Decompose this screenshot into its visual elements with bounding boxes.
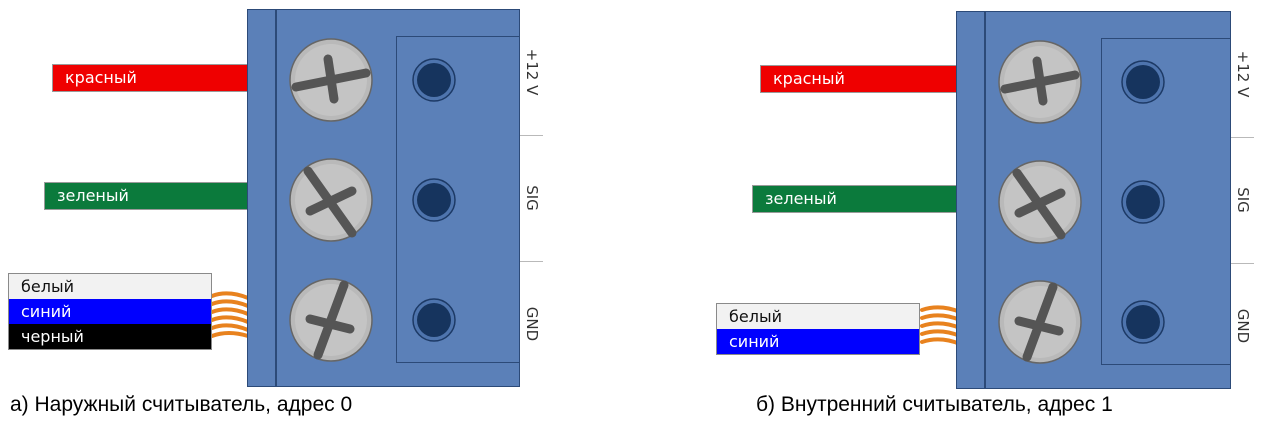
- twisted-wire-coil: [210, 291, 250, 338]
- terminal-hole-icon: [1121, 300, 1165, 344]
- gnd-wire-bundle: белый синий: [716, 303, 920, 355]
- terminal-divider: [275, 10, 277, 386]
- red-wire-label: красный: [760, 65, 966, 93]
- terminal-divider: [984, 12, 986, 388]
- diagram-b: красный зеленый белый синий: [706, 0, 1263, 421]
- blue-wire-label: синий: [9, 299, 211, 324]
- label-12v: +12 V: [1231, 11, 1254, 138]
- white-wire-label: белый: [9, 274, 211, 299]
- red-wire-label: красный: [52, 64, 252, 92]
- terminal-block: [247, 9, 522, 387]
- green-wire-label: зеленый: [44, 182, 252, 210]
- label-12v-text: +12 V: [1233, 50, 1252, 98]
- label-12v: +12 V: [520, 9, 543, 136]
- terminal-labels: +12 V SIG GND: [1230, 11, 1254, 389]
- screw-icon: [998, 280, 1082, 364]
- screw-icon: [998, 160, 1082, 244]
- terminal-hole-icon: [412, 298, 456, 342]
- blue-wire-label: синий: [717, 329, 919, 354]
- label-sig-text: SIG: [522, 185, 541, 211]
- green-wire-label: зеленый: [752, 185, 966, 213]
- terminal-hole-icon: [1121, 60, 1165, 104]
- terminal-hole-icon: [1121, 180, 1165, 224]
- screw-icon: [289, 38, 373, 122]
- white-wire-label: белый: [717, 304, 919, 329]
- label-sig: SIG: [1231, 137, 1254, 264]
- screw-icon: [998, 40, 1082, 124]
- screw-icon: [289, 158, 373, 242]
- label-12v-text: +12 V: [522, 48, 541, 96]
- label-gnd: GND: [1231, 263, 1254, 389]
- gnd-wire-bundle: белый синий черный: [8, 273, 212, 350]
- diagram-a: красный зеленый белый синий черный: [0, 0, 560, 421]
- terminal-hole-icon: [412, 58, 456, 102]
- label-gnd: GND: [520, 261, 543, 387]
- label-sig: SIG: [520, 135, 543, 262]
- label-gnd-text: GND: [522, 306, 541, 342]
- black-wire-label: черный: [9, 324, 211, 349]
- terminal-hole-icon: [412, 178, 456, 222]
- screw-icon: [289, 278, 373, 362]
- label-gnd-text: GND: [1233, 308, 1252, 344]
- caption-b: б) Внутренний считыватель, адрес 1: [756, 393, 1113, 416]
- label-sig-text: SIG: [1233, 187, 1252, 213]
- caption-a: а) Наружный считыватель, адрес 0: [10, 393, 353, 416]
- terminal-block: [956, 11, 1232, 389]
- terminal-labels: +12 V SIG GND: [519, 9, 543, 387]
